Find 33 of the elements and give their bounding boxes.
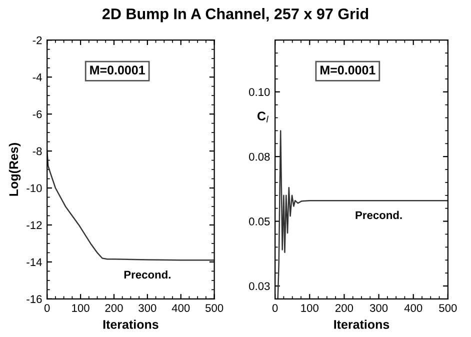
y-tick-label: -2 xyxy=(32,36,42,44)
annotation: M=0.0001 xyxy=(320,66,376,75)
y-axis-title: Log(Res) xyxy=(8,143,21,196)
y-tick-label: -4 xyxy=(32,73,42,82)
y-tick-label: -6 xyxy=(32,110,42,118)
y-tick-label: -12 xyxy=(26,221,42,229)
chart-title: 2D Bump In A Channel, 257 x 97 Grid xyxy=(102,8,368,22)
annotation: Precond. xyxy=(356,210,402,220)
x-tick-label: 500 xyxy=(439,304,457,312)
y-tick-label: -10 xyxy=(26,184,42,192)
x-tick-label: 100 xyxy=(72,304,90,312)
x-tick-label: 300 xyxy=(138,304,156,312)
x-tick-label: 0 xyxy=(44,304,50,312)
x-axis-title: Iterations xyxy=(103,320,158,329)
x-tick-label: 200 xyxy=(105,304,123,312)
annotation: M=0.0001 xyxy=(90,66,145,75)
annotation: Precond. xyxy=(124,270,170,279)
x-tick-label: 400 xyxy=(172,304,190,312)
x-tick-label: 500 xyxy=(205,304,224,312)
y-tick-label: -8 xyxy=(32,147,42,156)
x-tick-label: 200 xyxy=(336,304,354,312)
y-tick-label: -14 xyxy=(26,258,42,266)
y-tick-label: 0.08 xyxy=(249,152,270,161)
x-tick-label: 300 xyxy=(370,304,388,312)
y-tick-label: 0.03 xyxy=(249,282,270,290)
x-tick-label: 400 xyxy=(404,304,422,312)
y-tick-label: -16 xyxy=(26,295,42,304)
x-tick-label: 100 xyxy=(301,304,318,312)
y-tick-label: 0.05 xyxy=(249,218,270,226)
x-axis-title: Iterations xyxy=(334,320,390,329)
x-tick-label: 0 xyxy=(272,304,278,312)
y-axis-title: C$_{l}$ xyxy=(257,112,268,122)
y-tick-label: 0.10 xyxy=(249,88,270,96)
